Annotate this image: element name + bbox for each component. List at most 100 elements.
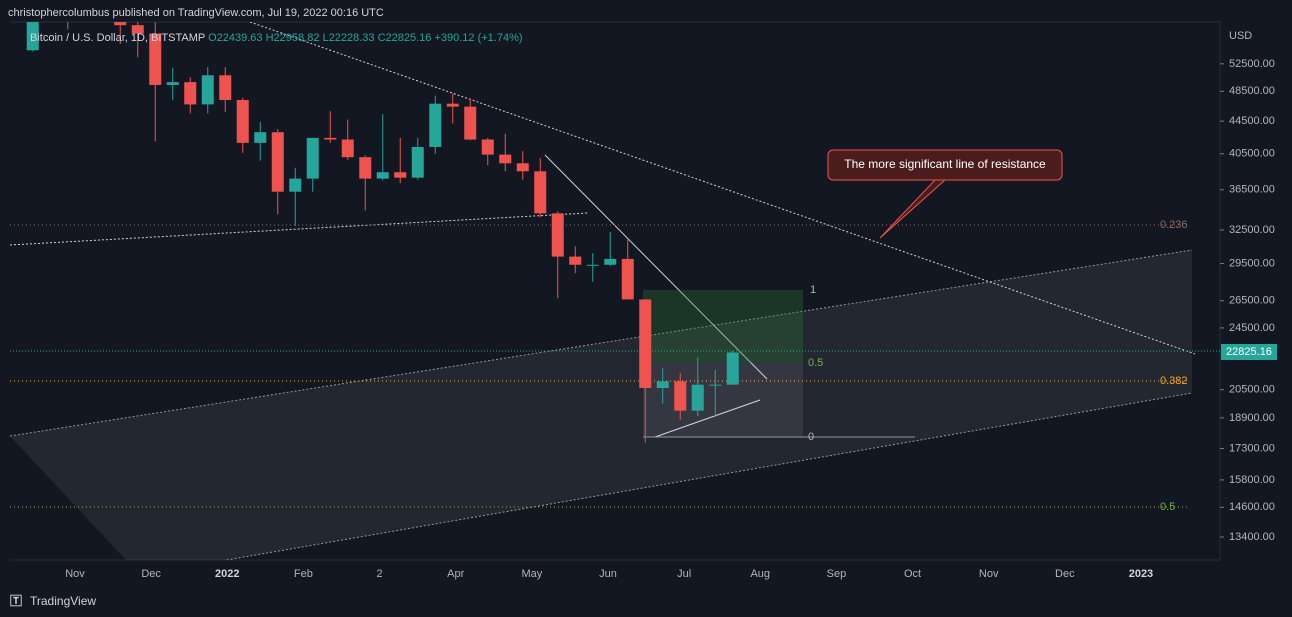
candle-body bbox=[709, 384, 722, 386]
candle-body bbox=[254, 132, 267, 143]
x-tick-label: 2023 bbox=[1129, 568, 1153, 580]
low: L22228.33 bbox=[323, 32, 375, 44]
y-tick-label: 15800.00 bbox=[1229, 474, 1275, 486]
candle-body bbox=[691, 384, 704, 411]
x-tick-label: May bbox=[521, 568, 542, 580]
callout-text: The more significant line of resistance bbox=[844, 157, 1046, 171]
candle-body bbox=[271, 132, 284, 192]
symbol: Bitcoin / U.S. Dollar, 1D, BITSTAMP bbox=[30, 32, 205, 44]
candle-body bbox=[604, 258, 617, 265]
x-tick-label: 2022 bbox=[215, 568, 239, 580]
candle-body bbox=[534, 171, 547, 214]
candle-body bbox=[201, 75, 214, 105]
candle-body bbox=[656, 381, 669, 389]
candle-body bbox=[166, 82, 179, 85]
candle-body bbox=[394, 172, 407, 178]
x-tick-label: Jun bbox=[599, 568, 617, 580]
candles bbox=[26, 22, 739, 443]
x-tick-label: Aug bbox=[750, 568, 770, 580]
close: C22825.16 bbox=[378, 32, 432, 44]
y-tick-label: 26500.00 bbox=[1229, 295, 1275, 307]
candle-body bbox=[184, 82, 197, 105]
x-tick-label: Dec bbox=[141, 568, 161, 580]
candle-body bbox=[429, 103, 442, 147]
candle-body bbox=[411, 146, 424, 178]
y-tick-label: 36500.00 bbox=[1229, 184, 1275, 196]
y-tick-label: 40500.00 bbox=[1229, 148, 1275, 160]
candle-body bbox=[621, 258, 634, 300]
resistance-line bbox=[249, 22, 1196, 355]
candle-body bbox=[306, 137, 319, 179]
trend-line bbox=[10, 212, 589, 246]
candle-body bbox=[149, 33, 162, 85]
legend: Bitcoin / U.S. Dollar, 1D, BITSTAMP O224… bbox=[30, 32, 523, 44]
x-tick-label: Apr bbox=[447, 568, 464, 580]
drawings bbox=[10, 22, 1220, 560]
candle-body bbox=[289, 178, 302, 192]
candle-body bbox=[26, 22, 39, 51]
x-tick-label: 2 bbox=[376, 568, 382, 580]
candle-body bbox=[726, 352, 739, 385]
open: O22439.63 bbox=[208, 32, 262, 44]
x-tick-label: Jul bbox=[677, 568, 691, 580]
y-tick-label: 14600.00 bbox=[1229, 501, 1275, 513]
price-badge bbox=[1221, 344, 1277, 360]
candle-body bbox=[516, 163, 529, 172]
x-tick-label: Dec bbox=[1055, 568, 1075, 580]
legend-title: Bitcoin / U.S. Dollar, 1D, BITSTAMP O224… bbox=[30, 32, 523, 44]
candle-body bbox=[219, 75, 232, 100]
candle-body bbox=[359, 157, 372, 179]
x-tick-label: Nov bbox=[979, 568, 999, 580]
y-tick-label: 32500.00 bbox=[1229, 224, 1275, 236]
x-tick-label: Oct bbox=[904, 568, 921, 580]
y-tick-label: 18900.00 bbox=[1229, 412, 1275, 424]
fib-label: 0.5 bbox=[1160, 501, 1175, 513]
y-tick-label: 24500.00 bbox=[1229, 322, 1275, 334]
y-tick-label: 48500.00 bbox=[1229, 85, 1275, 97]
candle-body bbox=[464, 106, 477, 140]
candle-body bbox=[236, 99, 249, 143]
candle-body bbox=[324, 137, 337, 140]
candle-body bbox=[499, 154, 512, 164]
header: christophercolumbus published on Trading… bbox=[8, 7, 384, 19]
trend-line bbox=[654, 399, 761, 438]
fib-zone bbox=[643, 290, 803, 363]
logo: 🅃 bbox=[10, 593, 22, 608]
fib-zone bbox=[643, 363, 803, 437]
footer: TradingView bbox=[30, 594, 96, 608]
y-tick-label: 29500.00 bbox=[1229, 257, 1275, 269]
y-tick-label: 17300.00 bbox=[1229, 442, 1275, 454]
y-tick-label: 20500.00 bbox=[1229, 384, 1275, 396]
change: +390.12 (+1.74%) bbox=[434, 32, 522, 44]
candle-body bbox=[551, 213, 564, 257]
candle-body bbox=[446, 103, 459, 107]
high: H22958.82 bbox=[266, 32, 320, 44]
channel bbox=[10, 250, 1192, 560]
candle-body bbox=[674, 381, 687, 411]
callout bbox=[827, 149, 1063, 181]
candle-body bbox=[569, 256, 582, 265]
y-tick-label: 52500.00 bbox=[1229, 58, 1275, 70]
currency: USD bbox=[1229, 30, 1252, 42]
price-badge-text: 22825.16 bbox=[1226, 346, 1272, 358]
candle-body bbox=[481, 139, 494, 155]
y-tick-label: 13400.00 bbox=[1229, 531, 1275, 543]
y-tick-label: 44500.00 bbox=[1229, 115, 1275, 127]
fib-label: 0.5 bbox=[808, 357, 823, 369]
candle-body bbox=[586, 264, 599, 266]
candle-body bbox=[114, 22, 127, 26]
candle-body bbox=[131, 25, 144, 34]
fib-label: 0.236 bbox=[1160, 219, 1188, 231]
candle-body bbox=[639, 299, 652, 389]
channel-top bbox=[10, 249, 1193, 437]
fib-label: 0.382 bbox=[1160, 375, 1188, 387]
channel-bottom bbox=[223, 392, 1193, 560]
x-tick-label: Nov bbox=[65, 568, 85, 580]
candle-body bbox=[376, 172, 389, 179]
fib-label: 0 bbox=[808, 431, 814, 443]
trend-line bbox=[544, 154, 768, 380]
x-tick-label: Sep bbox=[827, 568, 847, 580]
x-tick-label: Feb bbox=[294, 568, 313, 580]
candle-body bbox=[341, 139, 354, 158]
